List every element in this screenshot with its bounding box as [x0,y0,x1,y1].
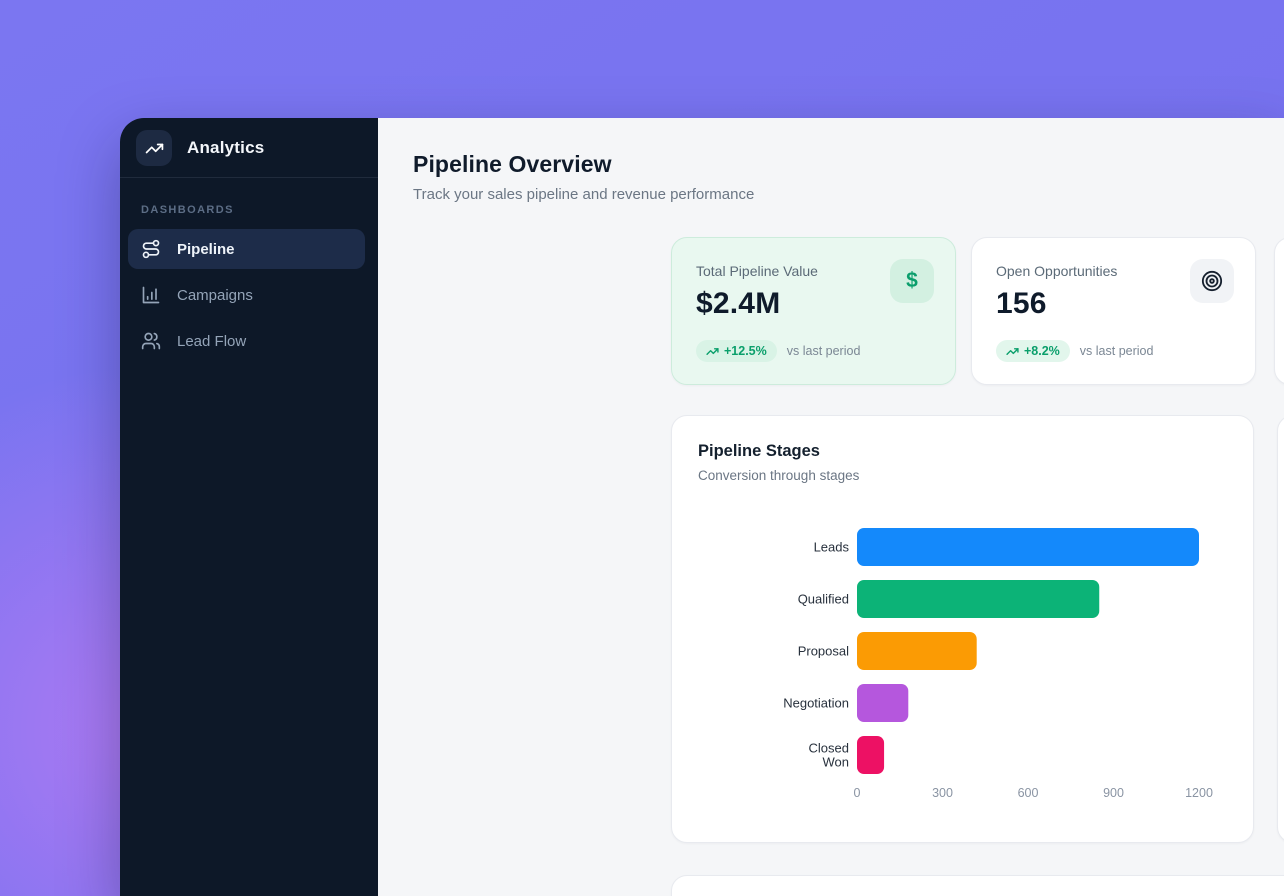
delta-badge: +8.2% [996,340,1070,362]
nav-section-label: DASHBOARDS [141,204,234,216]
compare-label: vs last period [786,344,861,358]
kpi-card-total-pipeline-value: Total Pipeline Value $2.4M +12.5% vs las… [671,237,956,385]
sidebar-item-campaigns[interactable]: Campaigns [128,275,365,315]
kpi-value: 156 [996,287,1047,320]
brand-title: Analytics [187,138,265,157]
sidebar-item-lead-flow[interactable]: Lead Flow [128,321,365,361]
trending-up-icon [706,347,719,355]
kpi-card-avg-deal-size: Avg. Deal Size $15.4K -2.1% vs last peri… [1274,237,1284,385]
revenue-trend-line-chart: $0K$150K$300K$450K$600KJulAugSepOct [1278,511,1284,821]
revenue-trend-card: Revenue Trend Monthly closed revenue $0K… [1277,415,1284,843]
svg-text:300: 300 [932,786,953,800]
svg-text:Proposal: Proposal [798,644,849,659]
sidebar: Analytics DASHBOARDS Pipeline Campaigns [120,118,378,896]
bottom-card-partial [671,875,1284,896]
chart-subtitle: Conversion through stages [698,468,860,483]
brand-row: Analytics [120,118,378,178]
target-icon [1190,259,1234,303]
svg-text:600: 600 [1018,786,1039,800]
users-icon [141,331,161,351]
sidebar-nav: Pipeline Campaigns Lead Flow [120,229,378,361]
route-icon [141,239,161,259]
trending-up-icon [1006,347,1019,355]
svg-text:Leads: Leads [814,540,850,555]
pipeline-stages-card: Pipeline Stages Conversion through stage… [671,415,1254,843]
kpi-card-open-opportunities: Open Opportunities 156 +8.2% vs last per… [971,237,1256,385]
kpi-value: $2.4M [696,287,781,320]
svg-text:0: 0 [854,786,861,800]
trending-up-icon [136,130,172,166]
page-subtitle: Track your sales pipeline and revenue pe… [413,186,755,203]
kpi-label: Total Pipeline Value [696,263,818,279]
svg-text:Negotiation: Negotiation [783,696,849,711]
svg-text:900: 900 [1103,786,1124,800]
compare-label: vs last period [1079,344,1154,358]
bar-chart-icon [141,285,161,305]
delta-badge: +12.5% [696,340,777,362]
dollar-icon: $ [890,259,934,303]
kpi-label: Open Opportunities [996,263,1118,279]
chart-title: Pipeline Stages [698,442,820,460]
sidebar-item-label: Campaigns [177,286,253,304]
sidebar-item-pipeline[interactable]: Pipeline [128,229,365,269]
app-window: Analytics DASHBOARDS Pipeline Campaigns [120,118,1284,896]
sidebar-item-label: Pipeline [177,240,235,258]
svg-text:Qualified: Qualified [798,592,849,607]
main-content: Pipeline Overview Track your sales pipel… [378,118,1284,896]
svg-text:1200: 1200 [1185,786,1213,800]
page-title: Pipeline Overview [413,151,612,177]
pipeline-stages-bar-chart: Leads Qualified Proposal Negotiation Closed W… [783,528,1213,800]
sidebar-item-label: Lead Flow [177,332,247,350]
